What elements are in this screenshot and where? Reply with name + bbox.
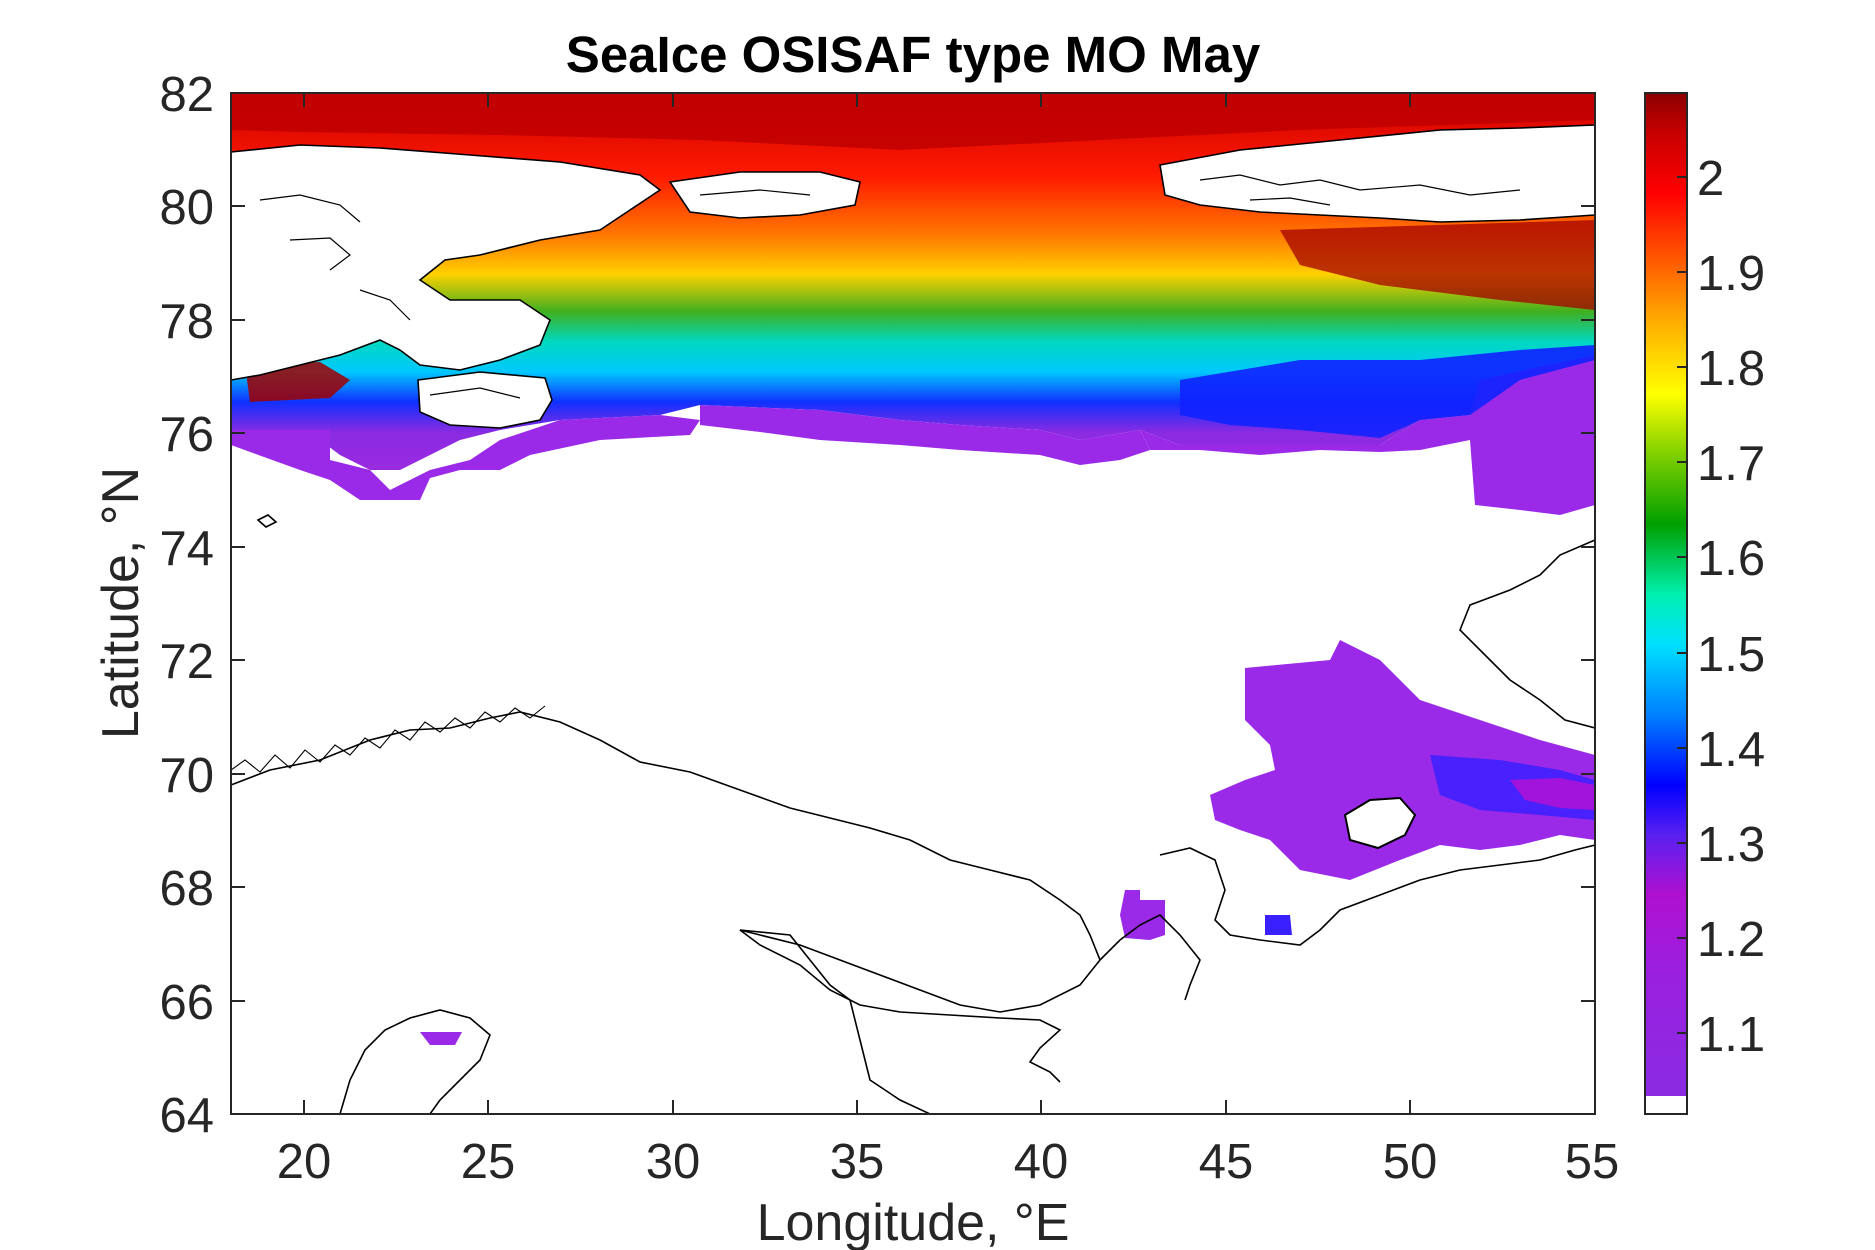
x-tick-marks [303, 93, 1411, 1114]
colorbar: 2 1.9 1.8 1.7 1.6 1.5 1.4 1.3 1.2 1.1 [1644, 92, 1765, 1115]
sea-ice-pechora [1210, 640, 1595, 880]
kvitoya-island [417, 371, 553, 429]
x-tick-label: 45 [1199, 1135, 1254, 1189]
y-tick-marks [231, 205, 1595, 1002]
sea-ice-blue-east [1180, 345, 1595, 438]
sea-ice-marginal-central [700, 405, 1150, 465]
norway-fjords [231, 705, 546, 773]
y-tick-label: 66 [159, 976, 214, 1030]
x-tick-label: 20 [277, 1135, 332, 1189]
x-tick-label: 40 [1014, 1135, 1069, 1189]
y-tick-label: 74 [159, 522, 214, 576]
colorbar-tick-label: 1.2 [1697, 913, 1765, 967]
svalbard-coast-details [259, 174, 1521, 399]
y-tick-label: 82 [159, 68, 214, 122]
kolguev-island [1343, 796, 1417, 850]
colorbar-tick-marks [1677, 176, 1687, 1034]
sea-ice-white-sea [1120, 890, 1165, 940]
colorbar-white-cell [1645, 1096, 1687, 1114]
y-tick-label: 72 [159, 635, 214, 689]
sea-ice-gulf-bothnia [420, 1032, 462, 1045]
y-tick-label: 68 [159, 862, 214, 916]
colorbar-gradient [1645, 93, 1687, 1096]
sea-ice-pechora-magenta [1510, 778, 1595, 810]
colorbar-frame [1644, 92, 1688, 1115]
colorbar-tick-label: 1.3 [1697, 818, 1765, 872]
sea-ice-south [420, 640, 1595, 1045]
x-axis-label: Longitude, °E [757, 1194, 1070, 1250]
sea-ice-thick-north [231, 93, 1595, 150]
y-axis-label: Latitude, °N [92, 467, 150, 739]
x-tick-label: 50 [1383, 1135, 1438, 1189]
sea-ice-thick-east [1280, 220, 1595, 310]
map-plot-area [231, 93, 1595, 1114]
colorbar-tick-label: 1.6 [1697, 532, 1765, 586]
colorbar-tick-label: 1.5 [1697, 628, 1765, 682]
kanin-coast [1159, 844, 1595, 946]
plot-frame [230, 92, 1596, 1115]
map-title: SeaIce OSISAF type MO May [566, 26, 1261, 83]
onega-kola-coast [739, 929, 931, 1114]
colorbar-tick-label: 1.7 [1697, 437, 1765, 491]
x-axis: 20 25 30 35 40 45 50 55 [277, 93, 1620, 1189]
colorbar-tick-label: 1.4 [1697, 723, 1765, 777]
y-tick-label: 70 [159, 749, 214, 803]
svalbard-land [231, 124, 1595, 429]
colorbar-tick-label: 1.9 [1697, 247, 1765, 301]
bothnia-coast [339, 1009, 491, 1114]
colorbar-tick-label: 2 [1697, 152, 1724, 206]
bear-island [256, 514, 278, 528]
novaya-zemlya-coast [1459, 539, 1595, 729]
spitsbergen-island [231, 144, 662, 381]
y-tick-label: 78 [159, 295, 214, 349]
y-tick-label: 80 [159, 181, 214, 235]
y-tick-label: 64 [159, 1089, 214, 1143]
nordaustlandet-island [668, 171, 861, 219]
x-tick-label: 55 [1565, 1135, 1620, 1189]
x-tick-label: 30 [646, 1135, 701, 1189]
franz-josef-land [1159, 124, 1595, 223]
colorbar-tick-label: 1.8 [1697, 342, 1765, 396]
y-tick-label: 76 [159, 408, 214, 462]
x-tick-label: 35 [830, 1135, 885, 1189]
sea-ice-marginal-west [231, 415, 700, 500]
x-tick-label: 25 [461, 1135, 516, 1189]
white-sea-coast [1099, 914, 1201, 1001]
y-axis: 82 80 78 76 74 72 70 68 66 64 [159, 68, 1595, 1143]
colorbar-tick-label: 1.1 [1697, 1008, 1765, 1062]
sea-ice-white-sea-small [1265, 915, 1292, 935]
